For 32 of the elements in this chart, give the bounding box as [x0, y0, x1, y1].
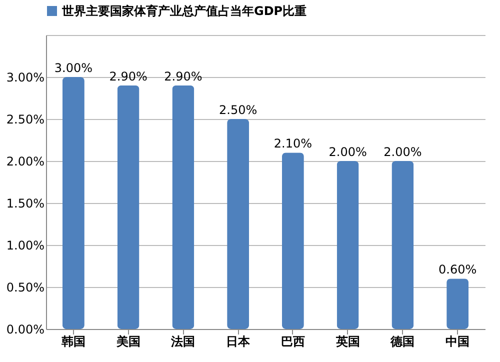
- bar: [117, 85, 140, 329]
- x-tick-label: 韩国: [60, 334, 86, 348]
- x-tick-label: 日本: [226, 334, 252, 348]
- data-label: 2.90%: [109, 69, 148, 84]
- data-label: 2.00%: [384, 145, 422, 159]
- data-label: 3.00%: [54, 61, 92, 75]
- bar: [172, 85, 194, 329]
- y-tick-label: 3.00%: [6, 70, 44, 84]
- bar: [282, 152, 304, 329]
- bar: [446, 278, 469, 329]
- bar: [336, 161, 359, 329]
- bar: [392, 161, 414, 329]
- x-tick-label: 中国: [446, 334, 470, 348]
- x-tick-label: 巴西: [280, 334, 305, 348]
- data-label: 2.90%: [164, 69, 202, 84]
- y-tick-label: 2.00%: [6, 154, 44, 168]
- x-tick-label: 英国: [334, 334, 360, 348]
- y-tick-label: 0.50%: [6, 280, 44, 294]
- bar: [227, 119, 250, 329]
- y-tick-label: 1.00%: [6, 238, 44, 252]
- y-tick-label: 1.50%: [6, 196, 44, 210]
- bar: [62, 77, 84, 329]
- legend-label: 世界主要国家体育产业总产值占当年GDP比重: [61, 4, 307, 18]
- x-tick-label: 美国: [115, 334, 140, 348]
- data-label: 0.60%: [438, 262, 477, 277]
- data-label: 2.00%: [328, 145, 367, 159]
- y-tick-label: 0.00%: [6, 322, 44, 336]
- x-tick-label: 法国: [170, 334, 196, 348]
- data-label: 2.50%: [219, 103, 258, 117]
- data-label: 2.10%: [274, 136, 312, 151]
- x-tick-label: 德国: [390, 334, 415, 348]
- y-tick-label: 2.50%: [6, 112, 44, 126]
